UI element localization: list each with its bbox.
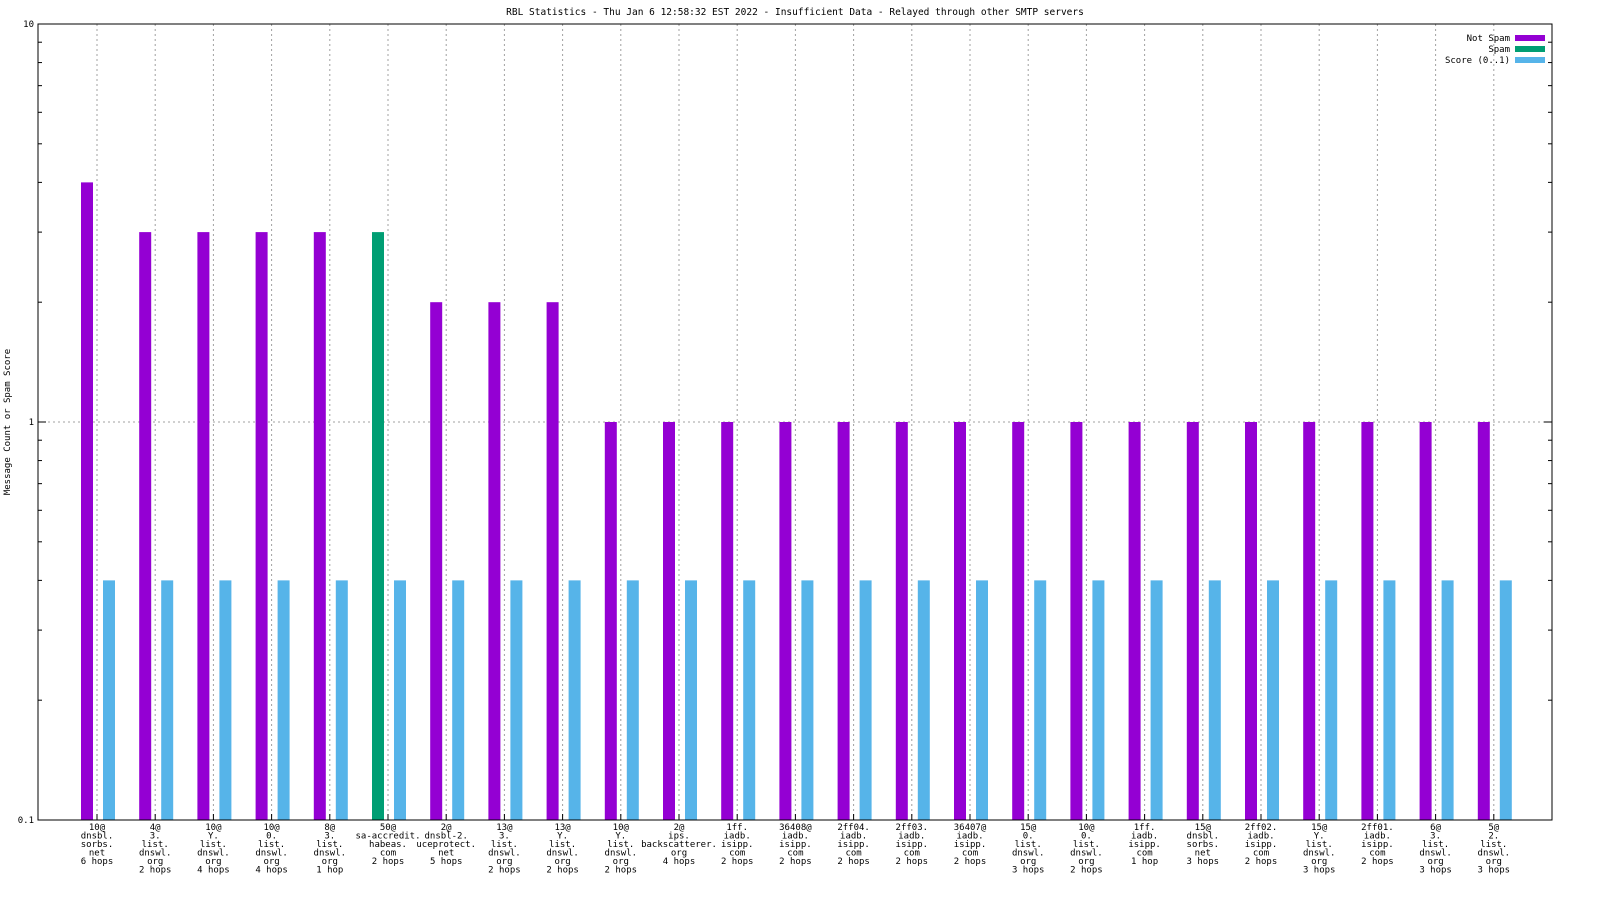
x-tick-label: 2ff01. iadb. isipp. com 2 hops (1361, 823, 1394, 867)
x-tick-label: 15@ 0. list. dnswl. org 3 hops (1012, 823, 1045, 876)
x-tick-label: 2@ dnsbl-2. uceprotect. net 5 hops (416, 823, 476, 867)
bar-not-spam (139, 232, 152, 821)
x-tick-label: 2ff04. iadb. isipp. com 2 hops (837, 823, 870, 867)
bar-score-0-1 (568, 580, 581, 820)
y-tick-label: 0.1 (18, 816, 34, 826)
bar-not-spam (1361, 422, 1374, 820)
grid-lines (38, 24, 1552, 820)
bar-not-spam (430, 302, 443, 820)
legend-swatch (1515, 35, 1545, 41)
bar-not-spam (1128, 422, 1141, 820)
x-tick-label: 8@ 3. list. dnswl. org 1 hop (314, 823, 347, 876)
bar-not-spam (488, 302, 501, 820)
bar-score-0-1 (1208, 580, 1221, 820)
legend-label: Spam (1488, 45, 1510, 55)
bar-not-spam (779, 422, 792, 820)
legend-swatch (1515, 46, 1545, 52)
x-axis-ticks: 10@ dnsbl. sorbs. net 6 hops 4@ 3. list. dnswl. o… (81, 814, 1510, 876)
bar-score-0-1 (219, 580, 232, 820)
y-axis-label: Message Count or Spam Score (3, 349, 13, 495)
y-tick-label: 1 (29, 418, 34, 428)
x-tick-label: 2ff02. iadb. isipp. com 2 hops (1245, 823, 1278, 867)
bar-score-0-1 (1150, 580, 1163, 820)
x-tick-label: 1ff. iadb. isipp. com 1 hop (1128, 823, 1161, 867)
bar-score-0-1 (859, 580, 872, 820)
bar-not-spam (604, 422, 617, 820)
y-tick-label: 10 (23, 20, 34, 30)
bar-not-spam (954, 422, 966, 820)
bar-score-0-1 (394, 580, 406, 820)
bar-not-spam (895, 422, 908, 820)
bar-not-spam (721, 422, 734, 820)
bar-score-0-1 (1383, 580, 1396, 820)
legend-swatch (1515, 57, 1545, 63)
bar-not-spam (1477, 422, 1490, 820)
bar-not-spam (1070, 422, 1083, 820)
chart-title: RBL Statistics - Thu Jan 6 12:58:32 EST … (506, 7, 1084, 18)
x-tick-label: 4@ 3. list. dnswl. org 2 hops (139, 823, 172, 876)
bar-score-0-1 (1092, 580, 1105, 820)
bar-not-spam (313, 232, 326, 821)
bar-not-spam (1303, 422, 1316, 820)
bar-score-0-1 (452, 580, 465, 820)
bar-score-0-1 (1267, 580, 1279, 820)
bar-not-spam (546, 302, 559, 820)
x-tick-label: 6@ 3. list. dnswl. org 3 hops (1419, 823, 1452, 876)
legend-label: Score (0..1) (1445, 56, 1510, 66)
bar-not-spam (81, 182, 93, 820)
bar-score-0-1 (976, 580, 988, 820)
bar-score-0-1 (103, 580, 115, 820)
bar-not-spam (663, 422, 675, 820)
x-tick-label: 13@ 3. list. dnswl. org 2 hops (488, 823, 521, 876)
bar-not-spam (1419, 422, 1432, 820)
bar-score-0-1 (1325, 580, 1338, 820)
x-tick-label: 10@ Y. list. dnswl. org 2 hops (605, 823, 638, 876)
x-tick-label: 36408@ iadb. isipp. com 2 hops (779, 823, 812, 867)
bar-spam (372, 232, 384, 821)
bar-not-spam (1012, 422, 1025, 820)
bars-layer (81, 182, 1512, 821)
bar-not-spam (255, 232, 268, 821)
bar-score-0-1 (626, 580, 639, 820)
bar-score-0-1 (685, 580, 697, 820)
bar-score-0-1 (743, 580, 756, 820)
bar-score-0-1 (801, 580, 814, 820)
bar-not-spam (197, 232, 210, 821)
bar-score-0-1 (917, 580, 930, 820)
x-tick-label: 5@ 2. list. dnswl. org 3 hops (1478, 823, 1511, 876)
x-tick-label: 15@ dnsbl. sorbs. net 3 hops (1187, 823, 1220, 867)
x-tick-label: 10@ 0. list. dnswl. org 2 hops (1070, 823, 1103, 876)
x-tick-label: 13@ Y. list. dnswl. org 2 hops (546, 823, 579, 876)
bar-score-0-1 (277, 580, 290, 820)
bar-not-spam (837, 422, 850, 820)
legend-label: Not Spam (1467, 34, 1510, 44)
x-tick-label: 2ff03. iadb. isipp. com 2 hops (896, 823, 929, 867)
x-tick-label: 1ff. iadb. isipp. com 2 hops (721, 823, 754, 867)
bar-score-0-1 (510, 580, 523, 820)
x-tick-label: 15@ Y. list. dnswl. org 3 hops (1303, 823, 1336, 876)
x-tick-label: 36407@ iadb. isipp. com 2 hops (954, 823, 987, 867)
bar-score-0-1 (161, 580, 174, 820)
x-tick-label: 50@ sa-accredit. habeas. com 2 hops (355, 823, 420, 867)
bar-score-0-1 (1441, 580, 1454, 820)
x-tick-label: 10@ 0. list. dnswl. org 4 hops (255, 823, 288, 876)
y-axis-ticks: 0.1 1 10 (18, 20, 1552, 826)
bar-score-0-1 (1499, 580, 1512, 820)
bar-score-0-1 (335, 580, 348, 820)
bar-not-spam (1245, 422, 1257, 820)
x-tick-label: 10@ dnsbl. sorbs. net 6 hops (81, 823, 114, 867)
x-tick-label: 2@ ips. backscatterer. org 4 hops (641, 823, 717, 867)
bar-not-spam (1186, 422, 1199, 820)
bar-score-0-1 (1034, 580, 1047, 820)
x-tick-label: 10@ Y. list. dnswl. org 4 hops (197, 823, 230, 876)
